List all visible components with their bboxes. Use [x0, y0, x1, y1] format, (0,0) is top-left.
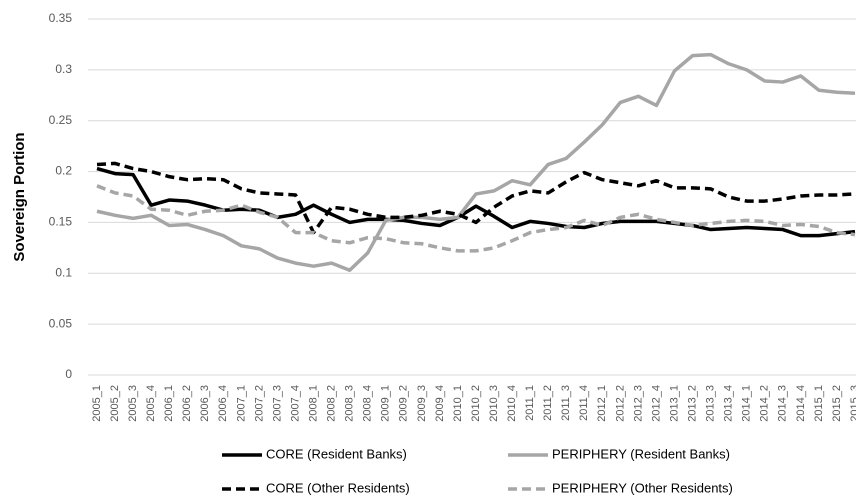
x-tick-label: 2006_4	[217, 385, 229, 422]
x-tick-label: 2009_4	[434, 385, 446, 422]
x-tick-label: 2012_4	[650, 385, 662, 422]
y-tick-label: 0.1	[55, 265, 72, 279]
x-tick-label: 2008_4	[362, 385, 374, 422]
x-tick-label: 2005_2	[109, 385, 121, 422]
x-tick-label: 2010_3	[488, 385, 500, 422]
x-tick-label: 2009_1	[380, 385, 392, 422]
x-tick-label: 2014_4	[795, 385, 807, 422]
legend-text: PERIPHERY (Other Residents)	[552, 480, 733, 495]
x-tick-label: 2013_3	[705, 385, 717, 422]
x-tick-label: 2011_4	[578, 385, 590, 421]
x-tick-label: 2008_3	[344, 385, 356, 422]
y-axis-title: Sovereign Portion	[11, 132, 28, 261]
x-tick-label: 2014_3	[777, 385, 789, 422]
y-tick-label: 0.15	[49, 215, 73, 229]
x-tick-label: 2005_1	[91, 385, 103, 422]
x-tick-label: 2014_2	[759, 385, 771, 422]
x-tick-label: 2011_1	[524, 385, 536, 421]
x-tick-label: 2013_2	[686, 385, 698, 422]
y-tick-label: 0.3	[55, 62, 72, 76]
y-tick-label: 0.05	[49, 316, 73, 330]
x-tick-label: 2007_2	[253, 385, 265, 422]
y-tick-label: 0.35	[49, 11, 73, 25]
legend-text: CORE (Resident Banks)	[266, 446, 407, 461]
y-tick-label: 0.2	[55, 164, 72, 178]
x-tick-label: 2012_2	[614, 385, 626, 422]
x-tick-label: 2011_2	[542, 385, 554, 421]
y-tick-label: 0.25	[49, 113, 73, 127]
x-tick-label: 2007_4	[289, 385, 301, 422]
series-line	[96, 161, 856, 235]
x-tick-label: 2008_2	[326, 385, 338, 422]
x-tick-label: 2015_1	[813, 385, 825, 422]
x-tick-label: 2007_3	[271, 385, 283, 422]
x-tick-label: 2006_2	[181, 385, 193, 422]
x-tick-label: 2015_2	[831, 385, 843, 422]
x-tick-label: 2010_4	[506, 385, 518, 422]
x-tick-label: 2009_2	[398, 385, 410, 422]
x-tick-label: 2005_3	[127, 385, 139, 422]
x-tick-label: 2012_3	[632, 385, 644, 422]
legend-text: CORE (Other Residents)	[266, 480, 410, 495]
x-tick-label: 2006_3	[199, 385, 211, 422]
x-tick-label: 2006_1	[163, 385, 175, 422]
x-tick-label: 2011_3	[560, 385, 572, 421]
legend-text: PERIPHERY (Resident Banks)	[552, 446, 730, 461]
x-tick-label: 2008_1	[307, 385, 319, 422]
x-tick-label: 2015_3	[849, 385, 856, 422]
x-tick-label: 2013_4	[723, 385, 735, 422]
y-tick-label: 0	[65, 367, 72, 381]
x-tick-label: 2010_1	[452, 385, 464, 422]
x-tick-label: 2005_4	[145, 385, 157, 422]
x-tick-label: 2012_1	[596, 385, 608, 422]
x-tick-label: 2009_3	[416, 385, 428, 422]
x-tick-label: 2007_1	[235, 385, 247, 422]
x-tick-label: 2013_1	[668, 385, 680, 422]
x-tick-label: 2010_2	[470, 385, 482, 422]
series-line	[96, 52, 856, 272]
x-tick-label: 2014_1	[741, 385, 753, 422]
series-line	[96, 184, 856, 253]
